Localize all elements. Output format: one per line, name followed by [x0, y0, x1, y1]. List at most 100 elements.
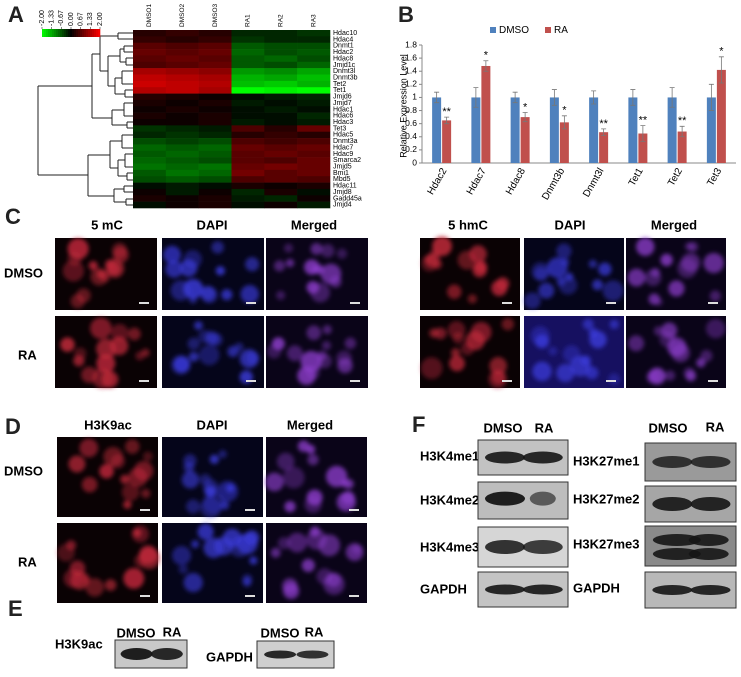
error-bar — [640, 125, 646, 142]
band — [264, 650, 297, 659]
error-bar — [630, 89, 636, 106]
heatmap-cell — [165, 125, 199, 133]
colorbar-step — [92, 29, 95, 37]
heatmap-cell — [264, 74, 298, 82]
cell — [191, 540, 200, 549]
bar — [667, 97, 677, 163]
cell — [562, 345, 581, 363]
error-bar — [512, 91, 518, 104]
error-bar — [591, 90, 597, 105]
scale-bar — [350, 302, 360, 304]
heatmap-cell — [297, 87, 331, 94]
cell — [123, 567, 145, 589]
scale-bar — [139, 380, 149, 382]
cell — [661, 322, 678, 339]
heatmap-cell — [198, 112, 232, 120]
heatmap-cell — [231, 201, 265, 209]
cell — [447, 284, 462, 299]
panel-label: F — [412, 412, 425, 437]
heatmap-cell — [231, 87, 265, 94]
cell — [96, 353, 116, 373]
bar — [716, 69, 726, 163]
blot — [477, 481, 569, 520]
colorbar-step — [44, 29, 47, 37]
heatmap-cell — [231, 195, 265, 202]
row-label: Hdac8 — [333, 55, 353, 62]
heatmap-cell — [231, 188, 265, 196]
cell — [320, 244, 335, 258]
cell — [73, 355, 85, 367]
heatmap-cell — [165, 112, 199, 120]
heatmap-cell — [264, 99, 298, 107]
cell — [76, 288, 91, 303]
cell — [270, 547, 281, 558]
heatmap-cell — [264, 176, 298, 183]
heatmap-cell — [231, 144, 265, 152]
y-axis-label: Relative Expression Level — [398, 54, 408, 158]
colorbar-step — [42, 29, 45, 37]
scale-bar — [245, 595, 255, 597]
heatmap-cell — [297, 119, 331, 126]
cell — [496, 277, 510, 291]
micrograph — [626, 237, 726, 310]
heatmap-cell — [297, 42, 331, 50]
band — [690, 585, 731, 595]
cells — [627, 237, 724, 307]
heatmap-cell — [198, 30, 232, 37]
heatmap-cell — [133, 106, 167, 113]
cell — [556, 243, 572, 259]
heatmap-cell — [133, 36, 167, 44]
scale-bar — [246, 380, 256, 382]
heatmap-cell — [198, 157, 232, 164]
heatmap-cell — [231, 30, 265, 37]
cell — [343, 478, 354, 489]
cell — [183, 572, 203, 593]
cell — [703, 252, 724, 274]
cell — [273, 260, 286, 272]
heatmap-cell — [133, 176, 167, 183]
lane-label: DMSO — [261, 625, 300, 640]
lane-label: RA — [305, 624, 324, 639]
cell — [170, 280, 192, 301]
heatmap-cell — [297, 138, 331, 145]
heatmap-cell — [297, 169, 331, 177]
band — [485, 451, 525, 464]
band — [485, 584, 525, 595]
cell — [318, 534, 341, 557]
heatmap-cell — [231, 55, 265, 63]
heatmap-cell — [165, 74, 199, 82]
heatmap-cell — [297, 112, 331, 120]
column-header: DAPI — [554, 217, 585, 232]
blot — [644, 571, 737, 609]
cell — [123, 500, 132, 509]
x-tick-label: Hdac2 — [426, 166, 450, 197]
heatmap-cell — [198, 176, 232, 183]
colorbar-step — [82, 29, 85, 37]
bar — [706, 97, 716, 163]
heatmap-cell — [264, 61, 298, 69]
heatmap-cell — [231, 68, 265, 75]
cell — [240, 284, 259, 304]
cell — [432, 259, 443, 270]
cell — [181, 471, 200, 489]
heatmap-cell — [165, 80, 199, 88]
column-header: DAPI — [196, 217, 227, 232]
heatmap-cell — [133, 49, 167, 56]
cell — [636, 237, 655, 256]
cell — [681, 252, 701, 273]
row-label: Hdac2 — [333, 49, 353, 56]
row-label: Hdac11 — [333, 183, 357, 190]
band — [652, 497, 693, 511]
column-header: DAPI — [196, 417, 227, 432]
colorbar-step — [74, 29, 77, 37]
heatmap-cell — [133, 125, 167, 133]
heatmap-cell — [231, 93, 265, 101]
heatmap-cell — [264, 49, 298, 56]
x-tick-label: Hdac8 — [504, 166, 528, 197]
column-label: DMSO2 — [179, 4, 186, 28]
cell — [284, 501, 296, 513]
cells — [60, 317, 150, 389]
heatmap-cell — [231, 119, 265, 126]
colorbar-step — [62, 29, 65, 37]
